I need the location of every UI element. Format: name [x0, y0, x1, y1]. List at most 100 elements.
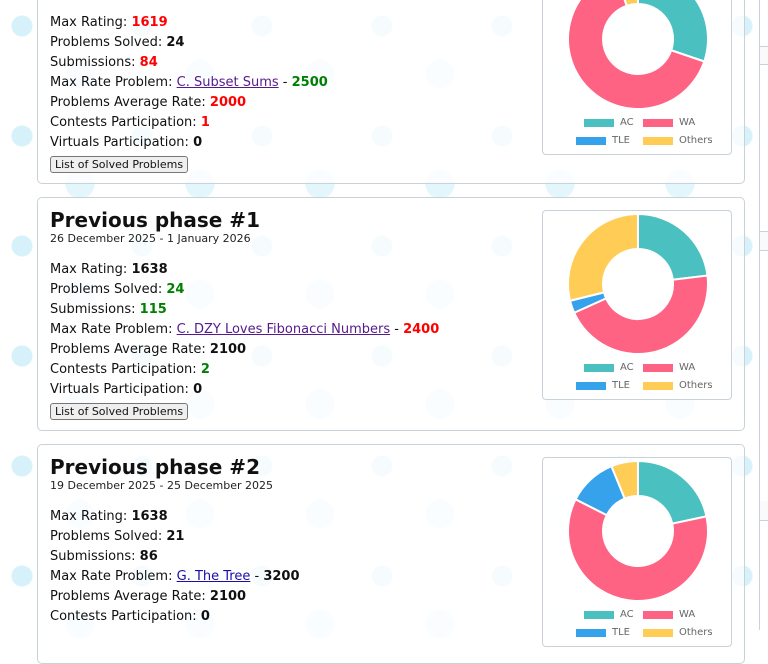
phase-stats: Max Rating: 1638 Problems Solved: 24 Sub…	[50, 260, 439, 420]
average-rate-value: 2000	[209, 95, 247, 110]
max-rating-row: Max Rating: 1638	[50, 260, 439, 280]
legend-swatch	[643, 381, 673, 390]
max-rate-problem-link[interactable]: G. The Tree	[176, 569, 251, 584]
virtuals-value: 0	[193, 135, 203, 150]
phase-dates: 26 December 2025 - 1 January 2026	[50, 232, 251, 245]
contests-label: Contests Participation:	[50, 115, 197, 130]
phase-card-previous-1: Previous phase #1 26 December 2025 - 1 J…	[37, 197, 745, 431]
submissions-row: Submissions: 86	[50, 547, 300, 567]
legend-item-ac[interactable]: AC	[584, 609, 634, 620]
max-rating-label: Max Rating:	[50, 15, 128, 30]
contests-row: Contests Participation: 0	[50, 607, 300, 627]
donut-chart	[568, 461, 708, 601]
sidebar-panel	[760, 0, 768, 47]
submissions-value: 84	[139, 55, 158, 70]
legend-item-others[interactable]: Others	[643, 380, 713, 391]
legend-swatch	[643, 118, 673, 127]
max-rate-problem-row: Max Rate Problem: G. The Tree - 3200	[50, 569, 300, 584]
average-rate-label: Problems Average Rate:	[50, 95, 206, 110]
legend-label: AC	[620, 117, 634, 128]
legend-item-tle[interactable]: TLE	[576, 135, 630, 146]
legend-swatch	[643, 363, 673, 372]
legend-swatch	[643, 136, 673, 145]
legend-label: Others	[679, 380, 713, 391]
slice-wa[interactable]	[568, 497, 708, 601]
legend-swatch	[576, 381, 606, 390]
legend-label: TLE	[612, 135, 630, 146]
max-rating-label: Max Rating:	[50, 509, 128, 524]
legend-swatch	[643, 610, 673, 619]
legend-label: WA	[679, 117, 696, 128]
legend-label: AC	[620, 362, 634, 373]
average-rate-label: Problems Average Rate:	[50, 342, 206, 357]
average-rate-row: Problems Average Rate: 2000	[50, 93, 328, 113]
average-rate-row: Problems Average Rate: 2100	[50, 340, 439, 360]
legend-label: TLE	[612, 380, 630, 391]
max-rate-problem-link[interactable]: C. DZY Loves Fibonacci Numbers	[176, 322, 391, 337]
legend-label: TLE	[612, 627, 630, 638]
slice-wa[interactable]	[572, 274, 708, 354]
legend-swatch	[576, 136, 606, 145]
max-rating-value: 1638	[131, 262, 168, 277]
average-rate-value: 2100	[209, 589, 247, 604]
legend-label: WA	[679, 362, 696, 373]
donut-chart	[568, 0, 708, 109]
max-rate-problem-link[interactable]: C. Subset Sums	[176, 75, 279, 90]
legend-row: AC WA	[543, 117, 733, 131]
contests-label: Contests Participation:	[50, 362, 197, 377]
legend-swatch	[584, 363, 614, 372]
sidebar-panel	[760, 520, 768, 631]
problems-solved-value: 24	[166, 282, 185, 297]
legend-item-wa[interactable]: WA	[643, 117, 695, 128]
submissions-label: Submissions:	[50, 302, 136, 317]
contests-label: Contests Participation:	[50, 609, 197, 624]
contests-value: 2	[200, 362, 210, 377]
legend-item-wa[interactable]: WA	[643, 609, 695, 620]
submissions-value: 86	[139, 549, 158, 564]
contests-row: Contests Participation: 1	[50, 113, 328, 133]
legend-item-wa[interactable]: WA	[643, 362, 695, 373]
contests-row: Contests Participation: 2	[50, 360, 439, 380]
max-rating-row: Max Rating: 1638	[50, 507, 300, 527]
virtuals-value: 0	[193, 382, 203, 397]
slice-others[interactable]	[615, 0, 639, 8]
contests-value: 0	[200, 609, 210, 624]
slice-wa[interactable]	[568, 0, 706, 109]
slice-others[interactable]	[568, 214, 639, 302]
submissions-row: Submissions: 84	[50, 53, 328, 73]
max-rate-problem-label: Max Rate Problem:	[50, 75, 173, 90]
legend-item-others[interactable]: Others	[643, 135, 713, 146]
virtuals-row: Virtuals Participation: 0	[50, 380, 439, 400]
legend-item-ac[interactable]: AC	[584, 362, 634, 373]
verdict-chart: AC WA TLE Others	[542, 457, 732, 647]
sidebar-panel	[760, 250, 768, 501]
donut-chart	[568, 214, 708, 354]
legend-swatch	[584, 610, 614, 619]
legend-item-ac[interactable]: AC	[584, 117, 634, 128]
problems-solved-value: 24	[166, 35, 185, 50]
max-rating-value: 1619	[131, 15, 168, 30]
slice-ac[interactable]	[637, 0, 708, 63]
slice-ac[interactable]	[637, 214, 708, 281]
problems-solved-label: Problems Solved:	[50, 529, 163, 544]
legend-row: TLE Others	[543, 135, 733, 149]
submissions-value: 115	[139, 302, 167, 317]
submissions-label: Submissions:	[50, 55, 136, 70]
legend-label: Others	[679, 135, 713, 146]
phase-title: Previous phase #2	[50, 455, 260, 479]
average-rate-value: 2100	[209, 342, 247, 357]
submissions-row: Submissions: 115	[50, 300, 439, 320]
average-rate-label: Problems Average Rate:	[50, 589, 206, 604]
list-solved-problems-button[interactable]: List of Solved Problems	[50, 156, 189, 173]
list-solved-problems-button[interactable]: List of Solved Problems	[50, 403, 189, 420]
legend-row: TLE Others	[543, 627, 733, 641]
average-rate-row: Problems Average Rate: 2100	[50, 587, 300, 607]
legend-item-tle[interactable]: TLE	[576, 380, 630, 391]
max-rate-problem-label: Max Rate Problem:	[50, 569, 173, 584]
legend-item-tle[interactable]: TLE	[576, 627, 630, 638]
slice-ac[interactable]	[637, 461, 708, 525]
slice-others[interactable]	[610, 461, 639, 500]
legend-row: AC WA	[543, 362, 733, 376]
legend-item-others[interactable]: Others	[643, 627, 713, 638]
max-rate-problem-rating: 3200	[263, 569, 300, 584]
